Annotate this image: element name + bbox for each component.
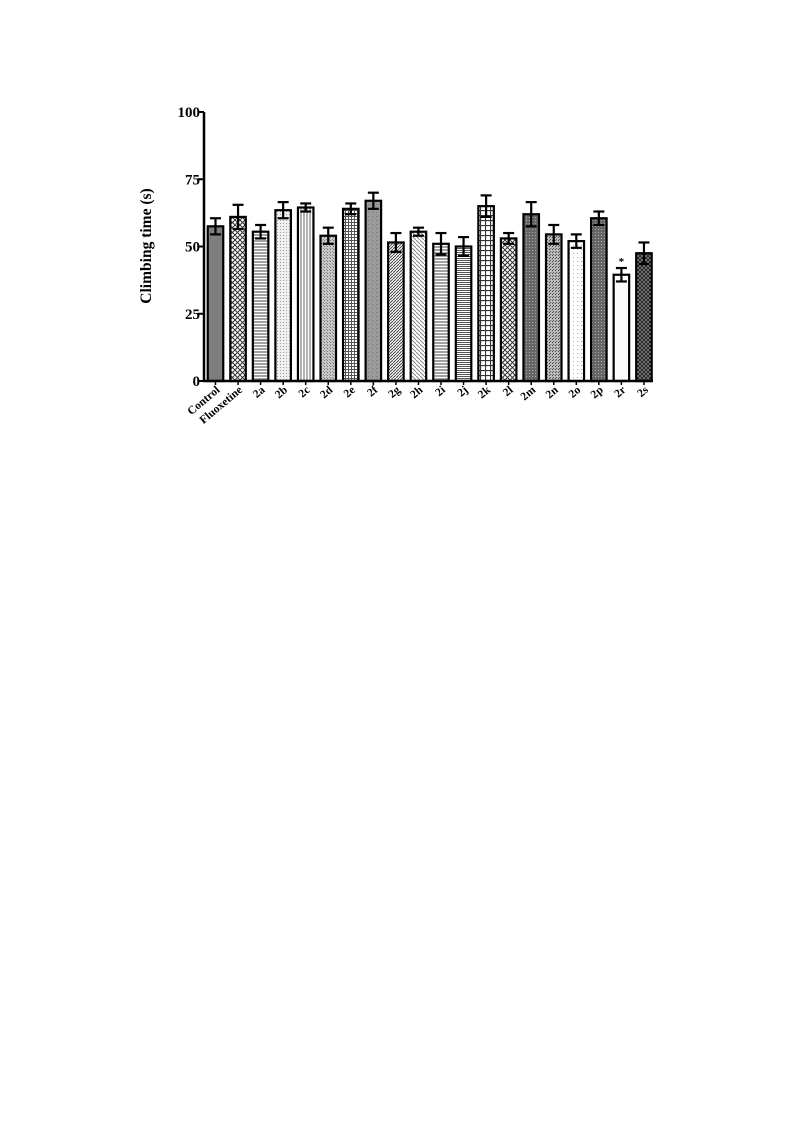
bar-2f bbox=[364, 199, 383, 383]
x-tick-label: 2e bbox=[342, 384, 358, 400]
y-ticks: 0 25 50 75 100 bbox=[178, 105, 204, 390]
x-tick-label: 2h bbox=[408, 384, 425, 401]
error-bar-2m bbox=[525, 201, 537, 228]
bar-2l bbox=[499, 237, 518, 383]
y-tick-label: 25 bbox=[185, 307, 200, 323]
bar-fluoxetine bbox=[229, 215, 247, 383]
bar-control bbox=[206, 225, 225, 383]
bar-2g bbox=[387, 241, 405, 383]
y-tick-label: 50 bbox=[185, 240, 200, 256]
error-bar-2g bbox=[390, 231, 402, 253]
bar-2o bbox=[567, 240, 586, 383]
y-tick-label: 100 bbox=[178, 105, 201, 121]
x-tick-label: 2d bbox=[318, 384, 335, 401]
error-bar-2d bbox=[322, 226, 334, 245]
error-bar-2f bbox=[367, 191, 379, 210]
x-tick-label: 2j bbox=[455, 384, 470, 399]
bar-2e bbox=[341, 207, 360, 383]
error-bar-2j bbox=[458, 235, 470, 258]
error-bar-2p bbox=[593, 210, 605, 227]
x-tick-label: 2a bbox=[251, 384, 268, 401]
bar-2m bbox=[522, 213, 541, 383]
error-bars-layer bbox=[210, 191, 650, 283]
error-bar-2k bbox=[480, 194, 492, 219]
x-tick-label: 2m bbox=[519, 384, 539, 403]
bar-2d bbox=[319, 234, 338, 383]
x-tick-label: 2f bbox=[365, 384, 380, 399]
bar-2k bbox=[477, 205, 495, 383]
error-bar-2r bbox=[615, 266, 627, 283]
error-bar-2l bbox=[503, 231, 515, 245]
error-bar-2c bbox=[300, 202, 312, 213]
significance-markers: * bbox=[619, 256, 625, 268]
bar-2c bbox=[296, 206, 315, 383]
x-tick-label: 2p bbox=[589, 384, 606, 401]
x-tick-label: 2c bbox=[297, 384, 313, 400]
error-bar-2a bbox=[255, 223, 267, 240]
bar-2h bbox=[409, 230, 428, 383]
error-bar-2i bbox=[435, 231, 447, 256]
bar-2r bbox=[612, 273, 631, 383]
y-tick-label: 0 bbox=[193, 374, 201, 390]
bar-2n bbox=[544, 233, 563, 383]
x-tick-label: 2l bbox=[501, 384, 516, 399]
error-bar-2o bbox=[570, 233, 582, 249]
error-bar-control bbox=[210, 217, 221, 236]
x-tick-label: 2k bbox=[476, 384, 493, 401]
bar-2j bbox=[454, 245, 473, 383]
x-tick-label: 2r bbox=[612, 384, 628, 400]
bars-layer bbox=[206, 199, 653, 383]
y-tick-label: 75 bbox=[185, 172, 200, 188]
error-bar-2h bbox=[412, 226, 424, 237]
x-tick-label: 2n bbox=[544, 384, 561, 401]
bar-2b bbox=[274, 209, 292, 383]
error-bar-2e bbox=[345, 202, 357, 216]
x-tick-label: 2b bbox=[273, 384, 290, 401]
error-bar-2n bbox=[548, 223, 560, 245]
bar-2a bbox=[251, 230, 270, 383]
error-bar-2b bbox=[277, 201, 289, 220]
bar-2s bbox=[635, 252, 653, 383]
error-bar-2s bbox=[638, 241, 650, 266]
bar-2i bbox=[432, 242, 450, 383]
error-bar-fluoxetine bbox=[232, 203, 244, 231]
y-axis-title: Climbing time (s) bbox=[138, 188, 155, 303]
x-tick-label: 2i bbox=[433, 384, 448, 399]
x-tick-label: 2s bbox=[635, 384, 651, 400]
bar-2p bbox=[589, 217, 608, 383]
x-tick-label: 2o bbox=[567, 384, 584, 401]
x-tick-label: 2g bbox=[386, 384, 403, 401]
significance-marker: * bbox=[619, 256, 625, 268]
